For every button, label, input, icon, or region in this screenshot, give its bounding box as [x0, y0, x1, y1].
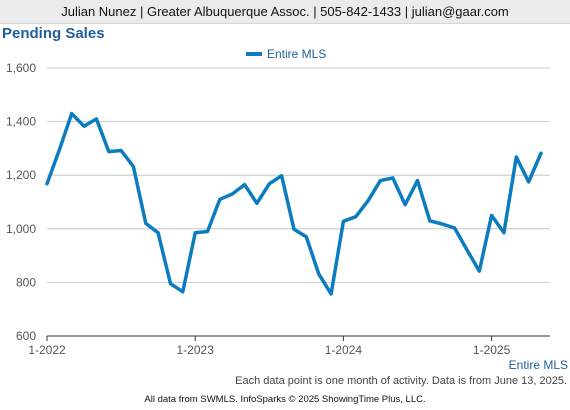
data-point	[255, 202, 258, 205]
data-point	[231, 192, 234, 195]
series-corner-label: Entire MLS	[509, 358, 568, 372]
x-axis-ticks: 1-2022 1-2023 1-2024 1-2025	[28, 336, 511, 357]
data-point	[132, 165, 135, 168]
data-point	[169, 282, 172, 285]
series-layer	[45, 111, 543, 296]
data-point	[366, 199, 369, 202]
data-point	[490, 214, 493, 217]
data-point	[515, 155, 518, 158]
data-point	[119, 149, 122, 152]
x-tick-label: 1-2022	[28, 343, 66, 357]
data-point	[243, 183, 246, 186]
y-tick-label: 800	[16, 275, 36, 289]
data-point	[428, 219, 431, 222]
y-axis-ticks: 600 800 1,000 1,200 1,400 1,600	[6, 61, 36, 343]
legend-label: Entire MLS	[267, 47, 326, 61]
data-point	[441, 222, 444, 225]
data-note: Each data point is one month of activity…	[235, 375, 567, 387]
data-point	[317, 272, 320, 275]
data-point	[70, 112, 73, 115]
data-point	[107, 150, 110, 153]
data-point	[527, 180, 530, 183]
data-point	[45, 182, 48, 185]
data-point	[194, 231, 197, 234]
data-point	[292, 228, 295, 231]
chart-title: Pending Sales	[2, 25, 105, 42]
y-tick-label: 1,400	[6, 115, 36, 129]
data-point	[305, 235, 308, 238]
series-line-entire-mls	[45, 111, 543, 296]
data-point	[218, 198, 221, 201]
data-point	[502, 231, 505, 234]
data-point	[156, 231, 159, 234]
data-point	[206, 230, 209, 233]
legend[interactable]: Entire MLS	[246, 47, 326, 61]
grid-lines	[47, 67, 550, 337]
data-point	[391, 176, 394, 179]
y-tick-label: 1,000	[6, 222, 36, 236]
y-tick-label: 1,600	[6, 61, 36, 75]
data-point	[342, 220, 345, 223]
data-point	[95, 117, 98, 120]
data-point	[144, 222, 147, 225]
footer-credits: All data from SWMLS. InfoSparks © 2025 S…	[144, 394, 426, 405]
data-point	[403, 203, 406, 206]
x-tick-label: 1-2024	[325, 343, 363, 357]
data-point	[181, 290, 184, 293]
data-point	[58, 148, 61, 151]
x-tick-label: 1-2025	[473, 343, 511, 357]
data-point	[329, 292, 332, 295]
data-point	[280, 174, 283, 177]
data-point	[354, 215, 357, 218]
y-tick-label: 1,200	[6, 168, 36, 182]
data-point	[379, 179, 382, 182]
data-point	[82, 124, 85, 127]
data-point	[268, 182, 271, 185]
y-tick-label: 600	[16, 329, 36, 343]
data-point	[478, 269, 481, 272]
x-tick-label: 1-2023	[177, 343, 215, 357]
data-point	[539, 152, 542, 155]
data-point	[453, 226, 456, 229]
data-point	[416, 179, 419, 182]
data-point	[465, 248, 468, 251]
header-bar: Julian Nunez | Greater Albuquerque Assoc…	[0, 0, 570, 24]
header-contact-text: Julian Nunez | Greater Albuquerque Assoc…	[61, 4, 509, 19]
